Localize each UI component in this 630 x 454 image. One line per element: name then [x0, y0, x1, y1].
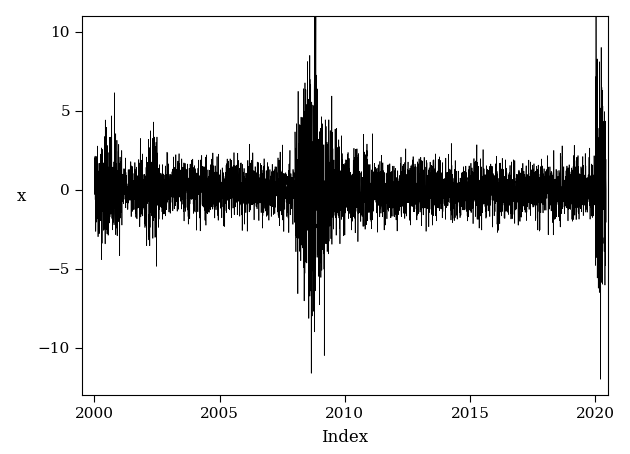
Y-axis label: x: x — [16, 188, 26, 205]
X-axis label: Index: Index — [321, 429, 369, 446]
